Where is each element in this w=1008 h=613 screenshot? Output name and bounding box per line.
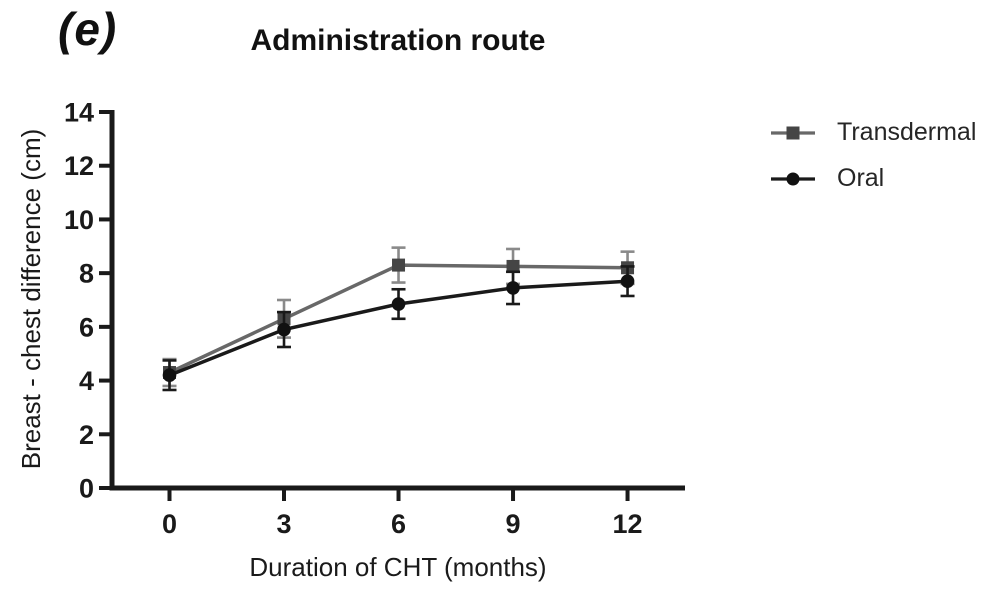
marker-circle-oral xyxy=(277,322,291,337)
legend-item-oral: Oral xyxy=(770,164,976,193)
y-tick-label: 0 xyxy=(79,474,94,504)
y-axis-title: Breast - chest difference (cm) xyxy=(16,129,46,470)
legend-circle-marker-icon xyxy=(771,172,815,185)
x-tick-label: 6 xyxy=(391,509,406,539)
x-tick-label: 9 xyxy=(506,509,521,539)
marker-square-transdermal xyxy=(506,259,520,273)
y-tick-label: 2 xyxy=(79,420,94,450)
y-tick-label: 14 xyxy=(64,98,94,128)
x-tick-label: 12 xyxy=(613,509,643,539)
y-tick-label: 10 xyxy=(64,205,94,235)
marker-circle-oral xyxy=(391,297,406,311)
marker-circle-oral xyxy=(620,274,635,289)
legend-square-marker-icon xyxy=(771,126,815,139)
chart-title: Administration route xyxy=(250,24,546,57)
legend: Transdermal Oral xyxy=(770,118,976,193)
marker-circle-oral xyxy=(162,368,177,383)
legend-item-transdermal: Transdermal xyxy=(770,118,976,147)
y-tick-label: 4 xyxy=(79,366,94,396)
y-tick-label: 6 xyxy=(79,312,94,342)
x-tick-label: 0 xyxy=(162,509,177,539)
y-tick-label: 8 xyxy=(79,259,94,289)
legend-label-oral: Oral xyxy=(837,164,885,192)
marker-square-transdermal xyxy=(392,258,406,272)
marker-circle-oral xyxy=(506,281,520,295)
y-tick-label: 12 xyxy=(64,151,94,181)
panel-label: (e) xyxy=(58,3,118,55)
legend-label-transdermal: Transdermal xyxy=(837,118,977,146)
x-axis-title: Duration of CHT (months) xyxy=(249,552,546,582)
x-tick-label: 3 xyxy=(276,509,291,539)
